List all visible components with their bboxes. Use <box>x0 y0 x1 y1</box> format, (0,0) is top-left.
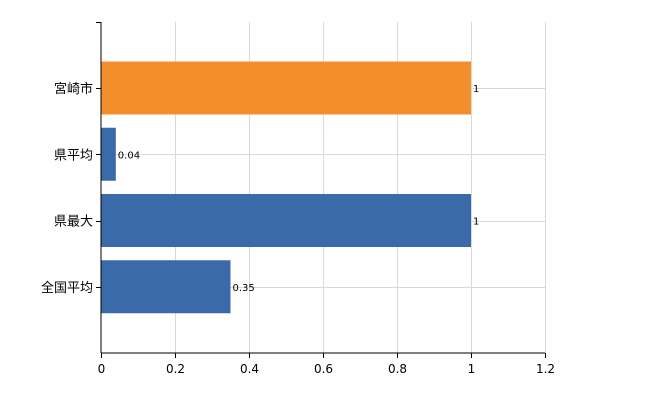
bar <box>101 260 231 314</box>
x-tick-label: 1 <box>468 362 476 376</box>
bars <box>101 61 471 314</box>
category-label: 全国平均 <box>41 280 93 296</box>
category-label: 県平均 <box>54 148 93 163</box>
x-tick-label: 0 <box>98 362 106 376</box>
axes <box>96 22 546 358</box>
data-label: 1 <box>473 84 479 95</box>
labels: 0 0.2 0.4 0.6 0.8 1 1.2 宮崎市 1 県平均 0.04 県最大 1 全国平均 0.35 <box>41 81 555 376</box>
bar <box>101 127 116 181</box>
data-label: 1 <box>473 217 479 228</box>
x-tick-label: 0.4 <box>240 362 259 376</box>
bar <box>101 194 471 247</box>
x-tick-label: 0.2 <box>166 362 185 376</box>
x-tick-label: 0.8 <box>388 362 407 376</box>
category-label: 宮崎市 <box>54 81 93 97</box>
data-label: 0.04 <box>118 150 140 161</box>
x-tick-label: 1.2 <box>536 362 555 376</box>
data-label: 0.35 <box>233 283 255 294</box>
bar <box>101 61 471 115</box>
category-label: 県最大 <box>54 215 93 230</box>
x-tick-label: 0.6 <box>314 362 333 376</box>
